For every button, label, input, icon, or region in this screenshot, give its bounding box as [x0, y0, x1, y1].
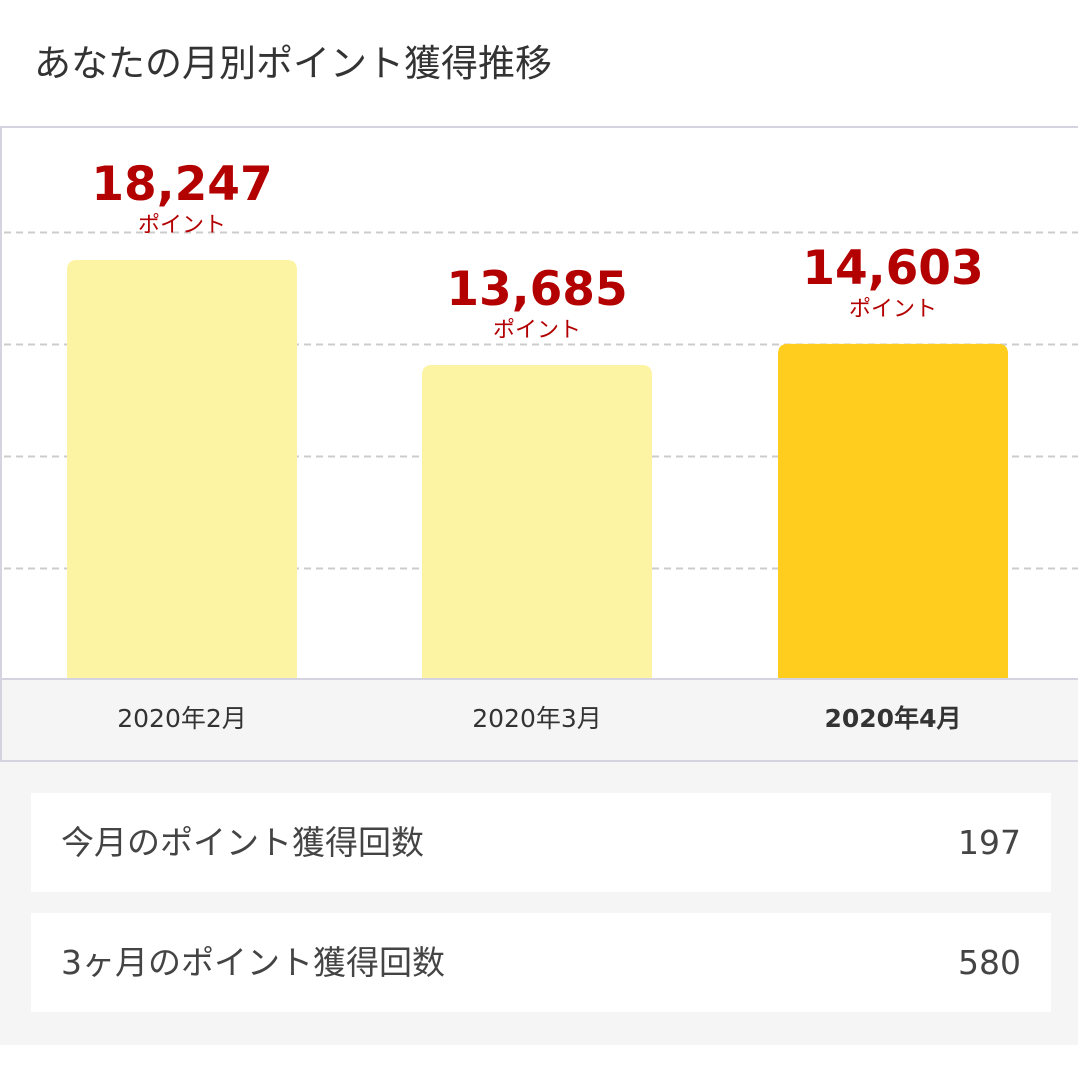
- bar: [778, 343, 1008, 680]
- bar: [67, 260, 297, 680]
- summary-label: 3ヶ月のポイント獲得回数: [61, 943, 445, 982]
- x-tick-label-current: 2020年4月: [824, 704, 962, 733]
- summary-value: 197: [958, 823, 1021, 862]
- bar-unit-label: ポイント: [849, 297, 937, 322]
- bar-unit-label: ポイント: [138, 213, 226, 238]
- summary-value: 580: [958, 943, 1021, 982]
- summary-section: 今月のポイント獲得回数 197 3ヶ月のポイント獲得回数 580: [0, 762, 1078, 1045]
- bar-value-label: 14,603: [802, 241, 983, 296]
- monthly-points-chart: 18,247 ポイント 13,685 ポイント 14,603 ポイント: [0, 126, 1078, 762]
- x-tick-label: 2020年3月: [472, 704, 602, 733]
- bar: [422, 365, 652, 680]
- summary-row-this-month: 今月のポイント獲得回数 197: [31, 793, 1051, 892]
- chart-x-axis: 2020年2月 2020年3月 2020年4月: [0, 678, 1078, 762]
- header: あなたの月別ポイント獲得推移: [0, 0, 1078, 126]
- page-title: あなたの月別ポイント獲得推移: [34, 42, 552, 85]
- bar-value-label: 18,247: [91, 157, 272, 212]
- summary-label: 今月のポイント獲得回数: [61, 823, 424, 862]
- bar-value-label: 13,685: [446, 262, 627, 317]
- summary-row-three-months: 3ヶ月のポイント獲得回数 580: [31, 913, 1051, 1012]
- bar-unit-label: ポイント: [493, 318, 581, 343]
- x-tick-label: 2020年2月: [117, 704, 247, 733]
